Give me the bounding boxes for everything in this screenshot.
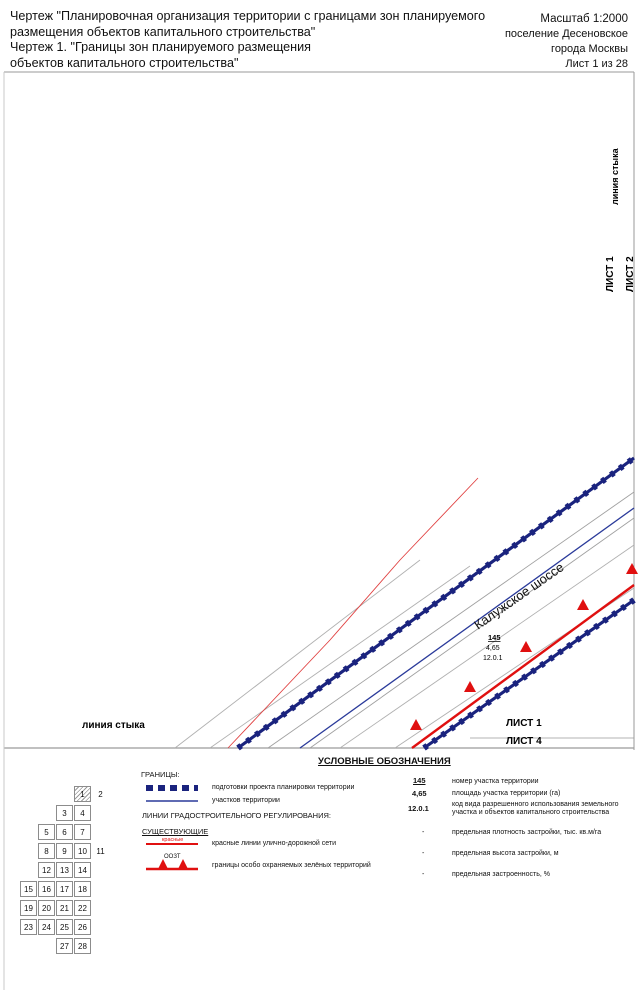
parcel-area: 4,65 [486,645,500,652]
oozt-marker [410,719,422,730]
legend-title: УСЛОВНЫЕ ОБОЗНАЧЕНИЯ [318,756,451,767]
sheet-cell[interactable]: 19 [20,900,37,916]
legend-symbols [146,785,198,871]
legend-coverage-desc: предельная застроенность, % [452,871,550,878]
place-line-1: поселение Десеновское [504,28,628,40]
title-line-1: Чертеж "Планировочная организация террит… [10,9,486,23]
legend-boundary-parcels: участков территории [212,797,280,804]
oozt-marker [577,599,589,610]
sheet-cell[interactable]: 17 [56,881,73,897]
legend-oozt: границы особо охраняемых зелёных террито… [212,862,371,869]
parcel-number: 145 [488,633,501,642]
sheet-cell[interactable]: 4 [74,805,91,821]
sheet-cell[interactable]: 9 [56,843,73,859]
junction-label-bottom: линия стыка [82,720,145,731]
road-edge-4 [309,517,635,749]
legend-density-dash: - [422,829,425,836]
title-line-3: Чертеж 1. "Границы зон планируемого разм… [10,40,311,54]
legend-height-dash: - [422,850,425,857]
sheet-cell[interactable]: 25 [56,919,73,935]
red-line-main [411,584,635,749]
place-line-2: города Москвы [551,43,628,55]
sheet-cell[interactable]: 24 [38,919,55,935]
legend-key-number: 145 [413,776,426,785]
sheet-cell[interactable]: 3 [56,805,73,821]
road-edge-3 [267,491,635,749]
sheet-cell[interactable]: 7 [74,824,91,840]
sheet-cell[interactable]: 15 [20,881,37,897]
parcel-boundary-line [299,507,635,749]
scale-label: Масштаб 1:2000 [540,13,628,25]
sheet-cell[interactable]: 21 [56,900,73,916]
drawing-title-block: Чертеж "Планировочная организация террит… [10,9,490,71]
sheet-cell[interactable]: 14 [74,862,91,878]
sheet-cell[interactable]: 27 [56,938,73,954]
legend-red-lines-tag: красные [162,837,184,843]
legend-coverage-dash: - [422,871,425,878]
legend-key-area: 4,65 [412,789,427,798]
legend-reg-lines-header: ЛИНИИ ГРАДОСТРОИТЕЛЬНОГО РЕГУЛИРОВАНИЯ: [142,811,331,820]
road-edge-2 [209,565,471,749]
sheet-cell[interactable]: 22 [74,900,91,916]
title-line-2: размещения объектов капитального строите… [10,24,316,39]
sheet-cell[interactable]: 5 [38,824,55,840]
title-line-4: объектов капитального строительства" [10,55,239,70]
sheet-label-bottom-4: ЛИСТ 4 [506,736,542,747]
legend-key-code-desc: код вида разрешенного использования земе… [452,801,619,816]
sheet-label-bottom-1: ЛИСТ 1 [506,718,542,729]
sheet-cell[interactable]: 23 [20,919,37,935]
project-boundary-lower [423,598,635,750]
project-boundary-upper-dashes [236,455,636,751]
legend-height-desc: предельная высота застройки, м [452,850,559,857]
oozt-marker [464,681,476,692]
sheet-cell[interactable]: 12 [38,862,55,878]
scale-block: Масштаб 1:2000 поселение Десеновское гор… [468,12,628,72]
red-line-thin [227,477,479,749]
sheet-cell[interactable]: 18 [74,881,91,897]
parcel-use-code: 12.0.1 [483,655,503,662]
legend-boundaries-header: ГРАНИЦЫ: [141,770,180,779]
legend-density-desc: предельная плотность застройки, тыс. кв.… [452,829,602,836]
sheet-number: Лист 1 из 28 [565,58,628,70]
sheet-label-right-1: ЛИСТ 1 [605,256,616,292]
legend-oozt-tag: ООЗТ [164,854,181,860]
sheet-cell[interactable]: 16 [38,881,55,897]
legend-red-lines: красные линии улично-дорожной сети [212,840,337,847]
legend-key-code: 12.0.1 [408,804,429,813]
sheet-label-right-2: ЛИСТ 2 [625,256,636,292]
legend-key-area-desc: площадь участка территории (га) [452,790,561,797]
oozt-marker [626,563,638,574]
sheet-cell[interactable]: 11 [96,847,105,856]
legend-existing-header: СУЩЕСТВУЮЩИЕ [142,827,209,836]
legend-key-number-desc: номер участка территории [452,778,539,785]
sheet-cell[interactable]: 13 [56,862,73,878]
sheet-cell[interactable]: 20 [38,900,55,916]
road-edge-1 [174,559,421,749]
legend-boundary-project: подготовки проекта планировки территории [212,784,355,791]
oozt-marker [520,641,532,652]
sheet-cell[interactable]: 26 [74,919,91,935]
sheet-cell[interactable]: 2 [98,790,103,799]
sheet-cell-current[interactable]: 1 [74,786,91,802]
sheet-cell[interactable]: 28 [74,938,91,954]
sheet-cell[interactable]: 10 [74,843,91,859]
sheet-cell[interactable]: 8 [38,843,55,859]
junction-label-right: линия стыка [610,147,620,205]
sheet-cell[interactable]: 6 [56,824,73,840]
road-edge-5 [339,544,635,749]
